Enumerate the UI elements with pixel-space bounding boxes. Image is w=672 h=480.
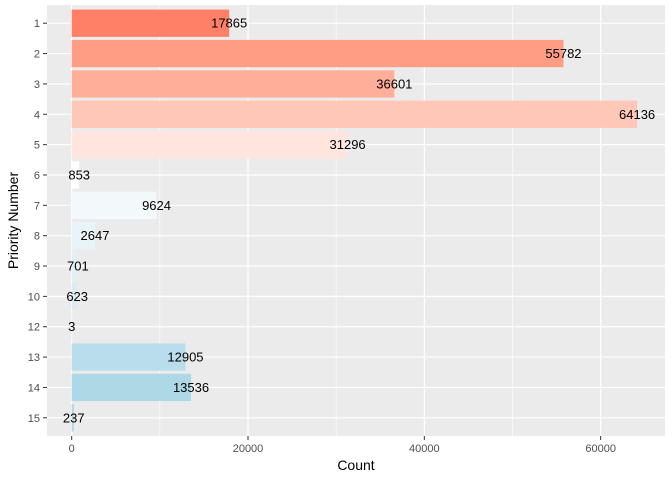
y-tick-label: 9 <box>34 261 40 273</box>
data-label: 237 <box>63 410 85 425</box>
x-tick-label: 40000 <box>409 443 440 455</box>
data-label: 17865 <box>211 16 247 31</box>
x-axis: 0 20000 40000 60000 <box>69 436 616 455</box>
bar-priority-1 <box>71 9 230 37</box>
data-label: 701 <box>67 259 89 274</box>
y-tick-label: 14 <box>28 382 40 394</box>
x-axis-title: Count <box>337 457 374 473</box>
data-label: 3 <box>68 319 75 334</box>
bar-priority-8 <box>71 222 96 250</box>
bar-priority-13 <box>71 343 186 371</box>
plot-panel <box>47 5 665 436</box>
bar-priority-4 <box>71 100 638 128</box>
bar-priority-3 <box>71 70 395 98</box>
data-label: 12905 <box>167 350 203 365</box>
bar-priority-15 <box>71 404 74 432</box>
y-tick-label: 4 <box>34 109 40 121</box>
y-axis-title: Priority Number <box>5 172 21 270</box>
bars <box>71 9 638 432</box>
x-tick-label: 0 <box>69 443 75 455</box>
y-tick-label: 1 <box>34 18 40 30</box>
y-tick-label: 12 <box>28 322 40 334</box>
bar-priority-14 <box>71 373 192 402</box>
y-tick-label: 7 <box>34 200 40 212</box>
x-tick-label: 20000 <box>233 443 264 455</box>
bar-priority-10 <box>71 282 78 311</box>
y-tick-label: 5 <box>34 140 40 152</box>
data-label: 31296 <box>330 137 366 152</box>
y-tick-label: 6 <box>34 170 40 182</box>
y-tick-label: 15 <box>28 413 40 425</box>
data-label: 36601 <box>376 76 412 91</box>
bar-priority-9 <box>71 252 78 280</box>
bar-priority-2 <box>71 39 564 68</box>
data-label: 55782 <box>545 46 581 61</box>
y-tick-label: 2 <box>34 49 40 61</box>
data-label: 853 <box>68 167 90 182</box>
x-tick-label: 60000 <box>585 443 616 455</box>
y-tick-label: 3 <box>34 79 40 91</box>
y-tick-label: 8 <box>34 231 40 243</box>
data-label: 9624 <box>142 198 171 213</box>
data-labels: 17865 55782 36601 64136 31296 853 9624 2647 701 6… <box>63 16 655 426</box>
bar-priority-6 <box>71 161 80 189</box>
data-label: 64136 <box>619 107 655 122</box>
bar-priority-5 <box>71 130 348 159</box>
y-tick-label: 13 <box>28 352 40 364</box>
bar-priority-7 <box>71 191 157 219</box>
data-label: 2647 <box>81 228 110 243</box>
data-label: 623 <box>66 289 88 304</box>
data-label: 13536 <box>173 380 209 395</box>
y-tick-label: 10 <box>28 291 40 303</box>
